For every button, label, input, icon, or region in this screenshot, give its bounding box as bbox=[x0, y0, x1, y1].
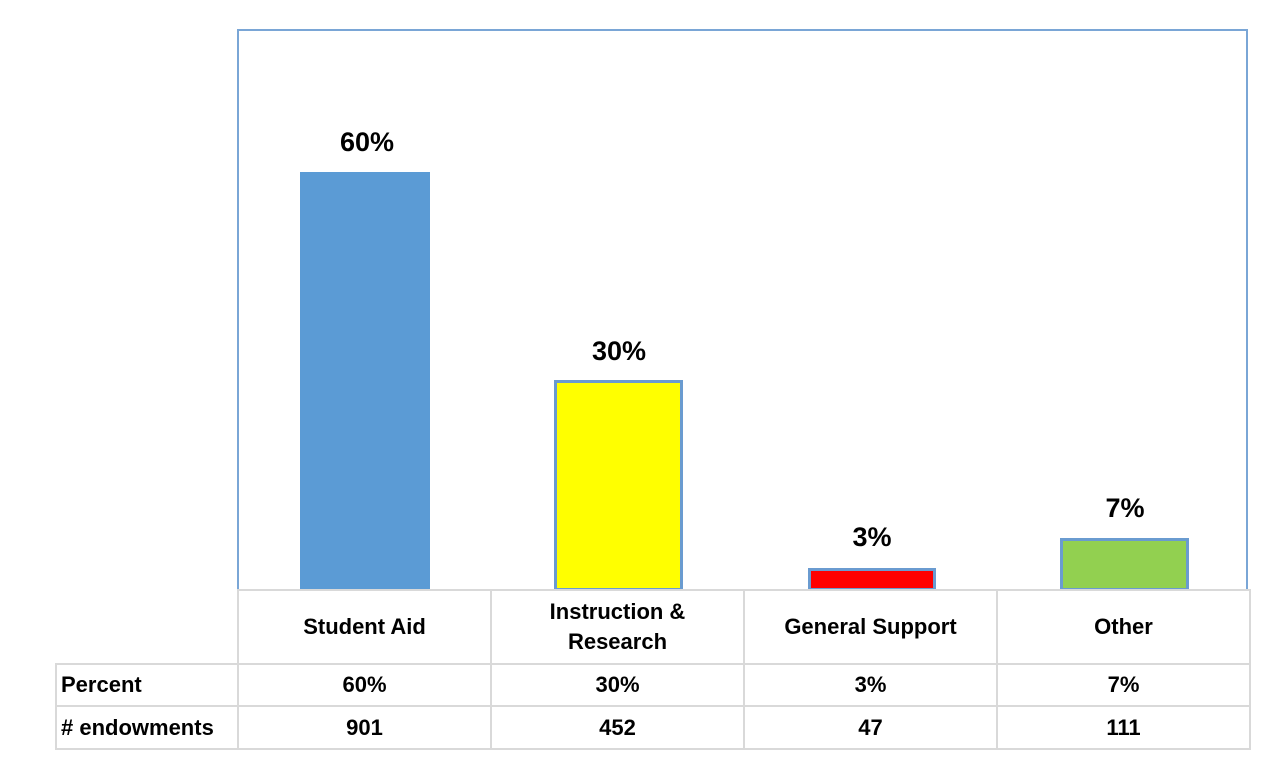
row-header-endowments: # endowments bbox=[55, 705, 239, 750]
bar-instruction-research bbox=[554, 380, 683, 591]
row-header-percent: Percent bbox=[55, 663, 239, 707]
category-instruction-line2: Research bbox=[567, 629, 668, 654]
bar-student-aid bbox=[300, 172, 430, 591]
data-label-other: 7% bbox=[1105, 493, 1145, 523]
data-table: Student Aid Instruction & Research Gener… bbox=[55, 589, 1251, 750]
category-row: Student Aid Instruction & Research Gener… bbox=[56, 589, 1251, 665]
data-label-student-aid: 60% bbox=[339, 127, 395, 157]
cell-percent-instruction-research: 30% bbox=[490, 663, 745, 707]
category-general-support: General Support bbox=[743, 589, 998, 665]
plot-area: 60% 30% 3% 7% bbox=[237, 29, 1248, 591]
category-other: Other bbox=[996, 589, 1251, 665]
data-label-instruction-research: 30% bbox=[591, 336, 647, 366]
category-instruction-research: Instruction & Research bbox=[490, 589, 745, 665]
cell-endowments-instruction-research: 452 bbox=[490, 705, 745, 750]
category-student-aid: Student Aid bbox=[237, 589, 492, 665]
data-label-general-support: 3% bbox=[852, 522, 892, 552]
table-row-percent: Percent 60% 30% 3% 7% bbox=[55, 663, 1251, 707]
empty-corner-cell bbox=[56, 590, 239, 665]
bar-general-support bbox=[808, 568, 936, 591]
category-instruction-line1: Instruction & bbox=[549, 599, 686, 624]
cell-endowments-general-support: 47 bbox=[743, 705, 998, 750]
cell-endowments-student-aid: 901 bbox=[237, 705, 492, 750]
cell-percent-other: 7% bbox=[996, 663, 1251, 707]
cell-endowments-other: 111 bbox=[996, 705, 1251, 750]
cell-percent-general-support: 3% bbox=[743, 663, 998, 707]
table-row-endowments: # endowments 901 452 47 111 bbox=[55, 705, 1251, 750]
cell-percent-student-aid: 60% bbox=[237, 663, 492, 707]
bar-other bbox=[1060, 538, 1189, 591]
